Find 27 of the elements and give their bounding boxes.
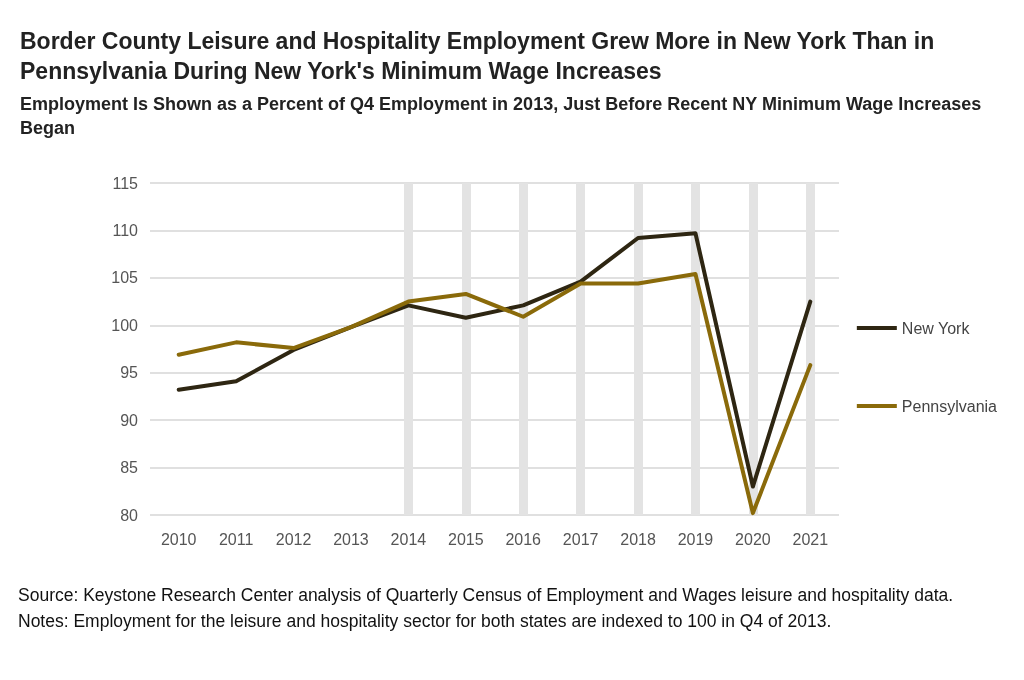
x-tick-label: 2017 (562, 530, 599, 548)
x-tick-label: 2011 (218, 530, 254, 548)
chart-subtitle: Employment Is Shown as a Percent of Q4 Employment in 2013, Just Before Recent NY Minimum Wage Increases Began (20, 93, 983, 140)
y-tick-label: 85 (120, 459, 139, 477)
x-tick-label: 2014 (390, 530, 427, 548)
y-tick-label: 95 (120, 364, 139, 382)
legend-label: Pennsylvania (901, 397, 998, 415)
source-note: Source: Keystone Research Center analysis of Quarterly Census of Employment and Wages leisure and hospitality data. (18, 584, 955, 607)
y-tick-label: 100 (111, 316, 139, 334)
y-tick-label: 115 (112, 174, 139, 192)
y-tick-label: 80 (120, 506, 139, 524)
y-tick-label: 105 (111, 269, 139, 287)
y-tick-label: 90 (120, 411, 139, 429)
x-tick-label: 2021 (792, 530, 829, 548)
x-tick-label: 2015 (447, 530, 484, 548)
chart-title: Border County Leisure and Hospitality Employment Grew More in New York Than in Pennsylvania During New York's Minimum Wage Increases (20, 27, 936, 86)
x-tick-label: 2020 (735, 530, 771, 548)
x-tick-label: 2013 (333, 530, 369, 548)
x-tick-label: 2016 (505, 530, 542, 548)
x-tick-label: 2012 (275, 530, 312, 548)
line-series (176, 272, 813, 516)
y-tick-label: 110 (112, 221, 139, 239)
x-tick-label: 2010 (160, 530, 197, 548)
x-tick-label: 2018 (620, 530, 656, 548)
legend-label: New York (901, 319, 971, 337)
x-tick-label: 2019 (677, 530, 714, 548)
text: Notes: Employment for the leisure and hospitality sector for both states are indexed to 100 in Q4 of 2013. (18, 610, 833, 633)
